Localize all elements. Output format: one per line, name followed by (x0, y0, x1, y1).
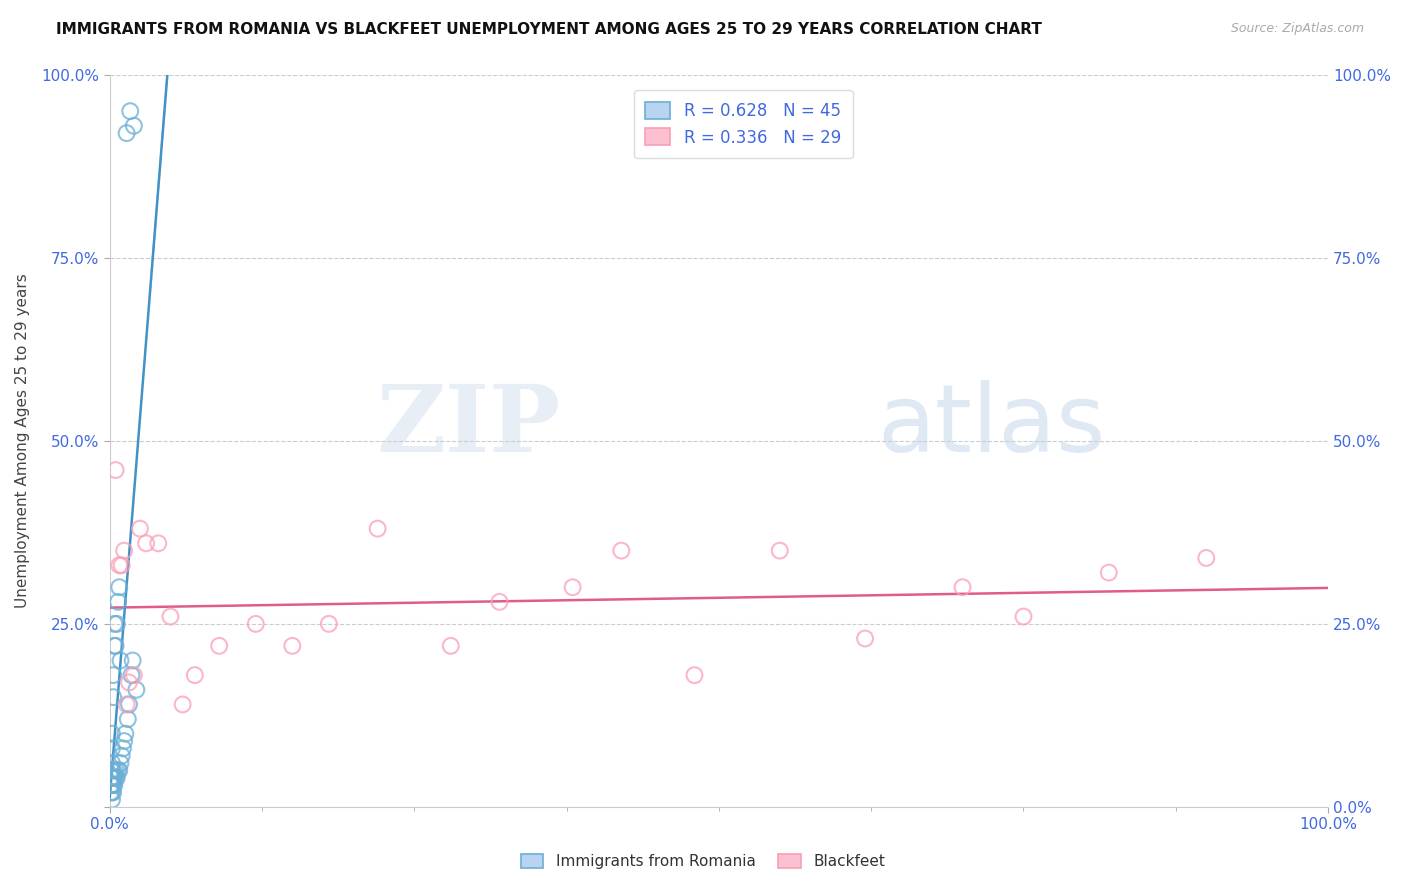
Text: IMMIGRANTS FROM ROMANIA VS BLACKFEET UNEMPLOYMENT AMONG AGES 25 TO 29 YEARS CORR: IMMIGRANTS FROM ROMANIA VS BLACKFEET UNE… (56, 22, 1042, 37)
Point (104, 771, 127, 785)
Point (129, 522, 152, 536)
Point (769, 543, 792, 558)
Point (101, 792, 124, 806)
Point (103, 764, 125, 778)
Point (104, 639, 127, 653)
Point (122, 668, 145, 682)
Point (440, 639, 463, 653)
Point (367, 522, 389, 536)
Y-axis label: Unemployment Among Ages 25 to 29 years: Unemployment Among Ages 25 to 29 years (15, 273, 30, 608)
Point (103, 639, 125, 653)
Point (561, 580, 583, 594)
Point (1098, 566, 1121, 580)
Point (184, 668, 207, 682)
Point (115, 698, 138, 712)
Point (104, 463, 127, 477)
Point (120, 104, 142, 119)
Point (100, 778, 122, 792)
Point (125, 682, 148, 697)
Point (103, 690, 125, 705)
Point (118, 675, 141, 690)
Legend: Immigrants from Romania, Blackfeet: Immigrants from Romania, Blackfeet (515, 848, 891, 875)
Point (114, 727, 136, 741)
Point (148, 536, 170, 550)
Point (103, 778, 125, 792)
Point (101, 778, 124, 792)
Legend: R = 0.628   N = 45, R = 0.336   N = 29: R = 0.628 N = 45, R = 0.336 N = 29 (634, 90, 852, 158)
Point (108, 558, 131, 573)
Point (101, 727, 124, 741)
Point (853, 632, 876, 646)
Point (103, 616, 125, 631)
Point (100, 785, 122, 799)
Point (105, 771, 128, 785)
Point (105, 616, 128, 631)
Point (101, 785, 124, 799)
Point (111, 741, 134, 756)
Point (101, 756, 124, 770)
Point (107, 764, 129, 778)
Text: Source: ZipAtlas.com: Source: ZipAtlas.com (1230, 22, 1364, 36)
Point (281, 639, 304, 653)
Point (159, 609, 181, 624)
Point (103, 785, 125, 799)
Point (101, 764, 124, 778)
Point (1195, 550, 1218, 565)
Point (112, 734, 135, 748)
Point (108, 580, 131, 594)
Point (104, 764, 127, 778)
Point (103, 668, 125, 682)
Point (100, 764, 122, 778)
Point (101, 771, 124, 785)
Point (683, 668, 706, 682)
Point (101, 741, 124, 756)
Point (952, 580, 974, 594)
Point (111, 558, 134, 573)
Point (115, 126, 138, 140)
Point (121, 653, 143, 667)
Point (118, 698, 141, 712)
Point (318, 616, 340, 631)
Point (208, 639, 231, 653)
Point (122, 119, 145, 133)
Point (107, 595, 129, 609)
Point (112, 543, 135, 558)
Point (108, 764, 131, 778)
Point (1012, 609, 1035, 624)
Point (117, 712, 139, 726)
Point (135, 536, 157, 550)
Point (610, 543, 633, 558)
Point (110, 756, 132, 770)
Point (103, 778, 125, 792)
Point (245, 616, 267, 631)
Text: atlas: atlas (877, 380, 1105, 472)
Point (100, 771, 122, 785)
Point (103, 771, 125, 785)
Point (110, 653, 132, 667)
Point (103, 771, 125, 785)
Text: ZIP: ZIP (377, 381, 561, 471)
Point (488, 595, 510, 609)
Point (172, 698, 194, 712)
Point (121, 668, 143, 682)
Point (111, 748, 134, 763)
